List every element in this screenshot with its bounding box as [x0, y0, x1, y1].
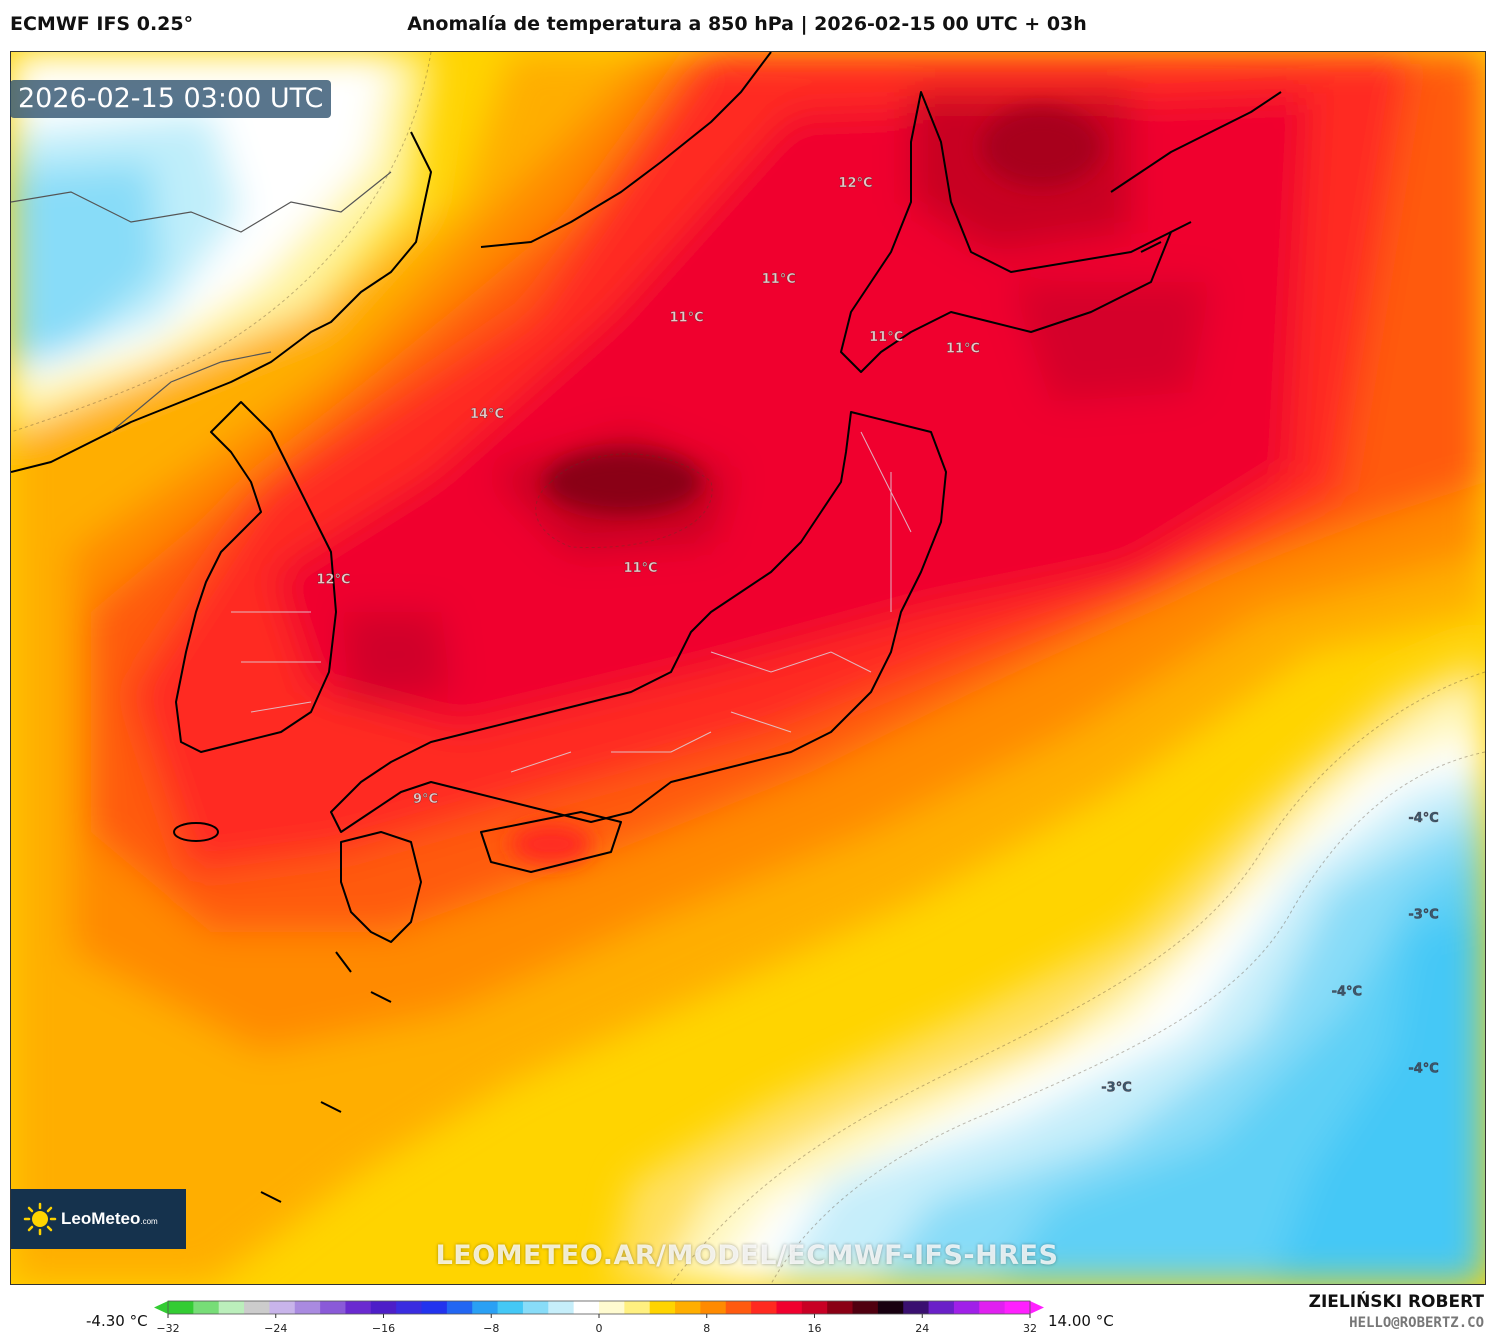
colorbar-tick-label: −24 — [264, 1322, 287, 1335]
colorbar-cell — [979, 1301, 1006, 1314]
colorbar-tick-label: −8 — [483, 1322, 499, 1335]
colorbar-cell — [446, 1301, 473, 1314]
colorbar-cell — [877, 1301, 904, 1314]
author-email[interactable]: HELLO@ROBERTZ.CO — [1349, 1315, 1484, 1331]
colorbar-cell — [244, 1301, 271, 1314]
country-borders — [11, 171, 392, 433]
contour-lines — [11, 52, 1485, 1284]
colorbar-ticks: −32 −24 −16 −8 0 8 16 24 32 — [156, 1314, 1037, 1335]
colorbar-cell — [421, 1301, 448, 1314]
colorbar-cell — [801, 1301, 828, 1314]
colorbar-cell — [548, 1301, 575, 1314]
colorbar-cell — [168, 1301, 194, 1314]
isotherm-label: 11°C — [946, 341, 980, 356]
isotherm-label: 11°C — [670, 311, 704, 326]
colorbar-cell — [573, 1301, 600, 1314]
colorbar-tick-label: 24 — [915, 1322, 929, 1335]
isotherm-label: 11°C — [762, 272, 796, 287]
colorbar-tick-label: 0 — [596, 1322, 603, 1335]
colorbar-cell — [953, 1301, 980, 1314]
colorbar-cell — [928, 1301, 955, 1314]
isotherm-label: 9°C — [413, 792, 438, 807]
colorbar-cell — [345, 1301, 372, 1314]
author-name: ZIELIŃSKI ROBERT — [1308, 1292, 1484, 1312]
colorbar-cell — [497, 1301, 524, 1314]
colorbar-cell — [294, 1301, 321, 1314]
isotherm-label: -4°C — [1332, 984, 1362, 999]
colorbar-cell — [624, 1301, 651, 1314]
isotherm-label: 14°C — [470, 407, 504, 422]
isotherm-label: -4°C — [1408, 811, 1438, 826]
colorbar-cell — [396, 1301, 423, 1314]
colorbar-cell — [370, 1301, 397, 1314]
colorbar-cell — [700, 1301, 727, 1314]
chart-title: Anomalía de temperatura a 850 hPa | 2026… — [407, 13, 1087, 35]
colorbar-cell — [599, 1301, 625, 1314]
colorbar-cell — [649, 1301, 676, 1314]
colorbar-cell — [522, 1301, 549, 1314]
colorbar-tick-label: −16 — [372, 1322, 395, 1335]
isotherm-label: 11°C — [869, 330, 903, 345]
leometeo-logo[interactable]: LeoMeteo.com — [11, 1189, 186, 1249]
colorbar-arrow-left — [154, 1301, 168, 1314]
map-labels: 12°C 11°C 11°C 11°C 11°C 14°C 12°C 11°C 9°C -4°C -… — [316, 175, 1439, 1096]
colorbar-tick-label: −32 — [156, 1322, 179, 1335]
coastlines — [11, 52, 1282, 1203]
isotherm-label: 12°C — [838, 176, 872, 191]
colorbar-cell — [827, 1301, 854, 1314]
colorbar-cell — [776, 1301, 803, 1314]
colorbar-cell — [675, 1301, 702, 1314]
sun-icon — [23, 1202, 57, 1236]
colorbar-cell — [320, 1301, 347, 1314]
colorbar-tick-label: 16 — [808, 1322, 822, 1335]
isotherm-label: -3°C — [1101, 1081, 1131, 1096]
colorbar-arrow-right — [1030, 1301, 1044, 1314]
colorbar-min-label: -4.30 °C — [86, 1312, 148, 1330]
map-area[interactable]: 12°C 11°C 11°C 11°C 11°C 14°C 12°C 11°C 9°C -4°C -… — [10, 51, 1486, 1285]
colorbar-cell — [903, 1301, 930, 1314]
colorbar-cell — [852, 1301, 879, 1314]
colorbar-cell — [218, 1301, 245, 1314]
logo-text: LeoMeteo.com — [61, 1209, 158, 1228]
colorbar-tick-label: 32 — [1023, 1322, 1037, 1335]
model-url-watermark: LEOMETEO.AR/MODEL/ECMWF-IFS-HRES — [435, 1240, 1059, 1271]
colorbar-tick-label: 8 — [703, 1322, 710, 1335]
colorbar-cell — [1004, 1301, 1031, 1314]
isotherm-label: -4°C — [1408, 1061, 1438, 1076]
isotherm-label: 11°C — [623, 561, 657, 576]
colorbar-cell — [269, 1301, 296, 1314]
model-name: ECMWF IFS 0.25° — [10, 13, 194, 35]
isotherm-label: -3°C — [1408, 907, 1438, 922]
colorbar: −32 −24 −16 −8 0 8 16 24 32 — [154, 1300, 1044, 1335]
colorbar-cell — [193, 1301, 220, 1314]
colorbar-cell — [472, 1301, 499, 1314]
admin-borders — [231, 431, 912, 773]
isotherm-label: 12°C — [316, 572, 350, 587]
colorbar-cell — [725, 1301, 752, 1314]
anomaly-field — [11, 52, 1485, 1284]
colorbar-max-label: 14.00 °C — [1048, 1312, 1114, 1330]
colorbar-cells — [154, 1300, 1044, 1315]
anomaly-map: 12°C 11°C 11°C 11°C 11°C 14°C 12°C 11°C 9°C -4°C -… — [11, 52, 1485, 1284]
colorbar-cell — [751, 1301, 778, 1314]
valid-time-badge: 2026-02-15 03:00 UTC — [10, 80, 332, 118]
